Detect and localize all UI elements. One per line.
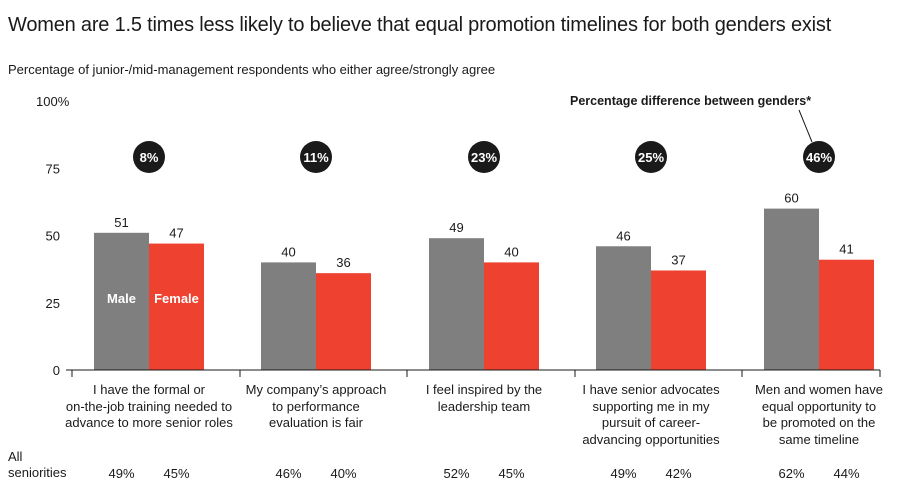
category-label-line: advance to more senior roles [65, 415, 233, 430]
bar-value-label: 46 [616, 228, 630, 243]
difference-badge-label: 23% [471, 150, 497, 165]
bar-value-label: 41 [839, 242, 853, 257]
bar-value-label: 37 [671, 252, 685, 267]
all-seniorities-female-value: 40% [330, 466, 357, 481]
category-label-line: Men and women have [755, 382, 883, 397]
y-tick-label: 75 [46, 161, 60, 176]
all-seniorities-male-value: 49% [610, 466, 637, 481]
legend-female-label: Female [154, 291, 199, 306]
category-label: My company’s approach to performance evalu… [221, 382, 411, 432]
difference-badge [803, 141, 835, 173]
all-seniorities-male-value: 46% [275, 466, 302, 481]
y-tick-label: 0 [53, 363, 60, 378]
category-label-line: advancing opportunities [582, 431, 720, 447]
chart-title: Women are 1.5 times less likely to belie… [8, 14, 832, 36]
bar-male [261, 262, 316, 370]
category-label-line: I have the formal or [93, 382, 205, 397]
y-tick-label: 50 [46, 229, 60, 244]
all-seniorities-male-value: 49% [108, 466, 135, 481]
category-label-line: I feel inspired by the [425, 382, 543, 397]
category-label-line: supporting me in my [592, 398, 710, 414]
bar-value-label: 40 [281, 244, 295, 259]
y-tick-label: 100% [36, 94, 70, 109]
category-label: I have senior advocates supporting me in … [556, 382, 746, 448]
bar-male [429, 238, 484, 370]
difference-badge-label: 46% [806, 150, 832, 165]
category-label-line: same timeline [778, 431, 860, 447]
bar-value-label: 36 [336, 255, 350, 270]
difference-badge-label: 8% [140, 150, 159, 165]
category-label-line: be promoted on the [762, 415, 876, 430]
difference-badge [133, 141, 165, 173]
bar-female [651, 270, 706, 370]
category-label-line: to performance [272, 398, 360, 414]
bar-value-label: 40 [504, 244, 518, 259]
category-label-line: evaluation is fair [269, 415, 363, 430]
all-seniorities-label: All seniorities [8, 449, 67, 481]
bar-female [484, 262, 539, 370]
category-label-line: equal opportunity to [761, 398, 877, 414]
category-label: I feel inspired by the leadership team [389, 382, 579, 415]
bar-value-label: 47 [169, 226, 183, 241]
bar-male [596, 246, 651, 370]
category-label: Men and women have equal opportunity to be… [724, 382, 900, 448]
category-label-line: I have senior advocates [582, 382, 720, 397]
bar-value-label: 51 [114, 215, 128, 230]
all-seniorities-female-value: 45% [163, 466, 190, 481]
category-label-line: leadership team [437, 398, 531, 414]
bar-male [94, 232, 149, 370]
all-seniorities-label-line: seniorities [8, 465, 67, 480]
difference-badge-label: 11% [303, 150, 329, 165]
legend-male-label: Male [107, 291, 136, 306]
annotation-leader-line [798, 109, 813, 143]
all-seniorities-label-line: All [8, 449, 23, 464]
all-seniorities-male-value: 62% [778, 466, 805, 481]
difference-badge [635, 141, 667, 173]
category-label-line: on-the-job training needed to [65, 398, 233, 414]
all-seniorities-female-value: 44% [833, 466, 860, 481]
annotation-text: Percentage difference between genders* [570, 94, 811, 108]
bar-value-label: 49 [449, 220, 463, 235]
bar-female [316, 273, 371, 370]
category-label-line: pursuit of career- [601, 415, 701, 430]
difference-badge [300, 141, 332, 173]
all-seniorities-female-value: 45% [498, 466, 525, 481]
bar-value-label: 60 [784, 191, 798, 206]
difference-badge [468, 141, 500, 173]
category-label: I have the formal or on-the-job training … [54, 382, 244, 432]
all-seniorities-female-value: 42% [665, 466, 692, 481]
all-seniorities-male-value: 52% [443, 466, 470, 481]
category-label-line: My company’s approach [245, 382, 387, 397]
bar-female [149, 243, 204, 370]
chart-subtitle: Percentage of junior-/mid-management res… [8, 62, 496, 77]
bar-male [764, 208, 819, 370]
bar-female [819, 259, 874, 370]
y-tick-label: 25 [46, 296, 60, 311]
difference-badge-label: 25% [638, 150, 664, 165]
